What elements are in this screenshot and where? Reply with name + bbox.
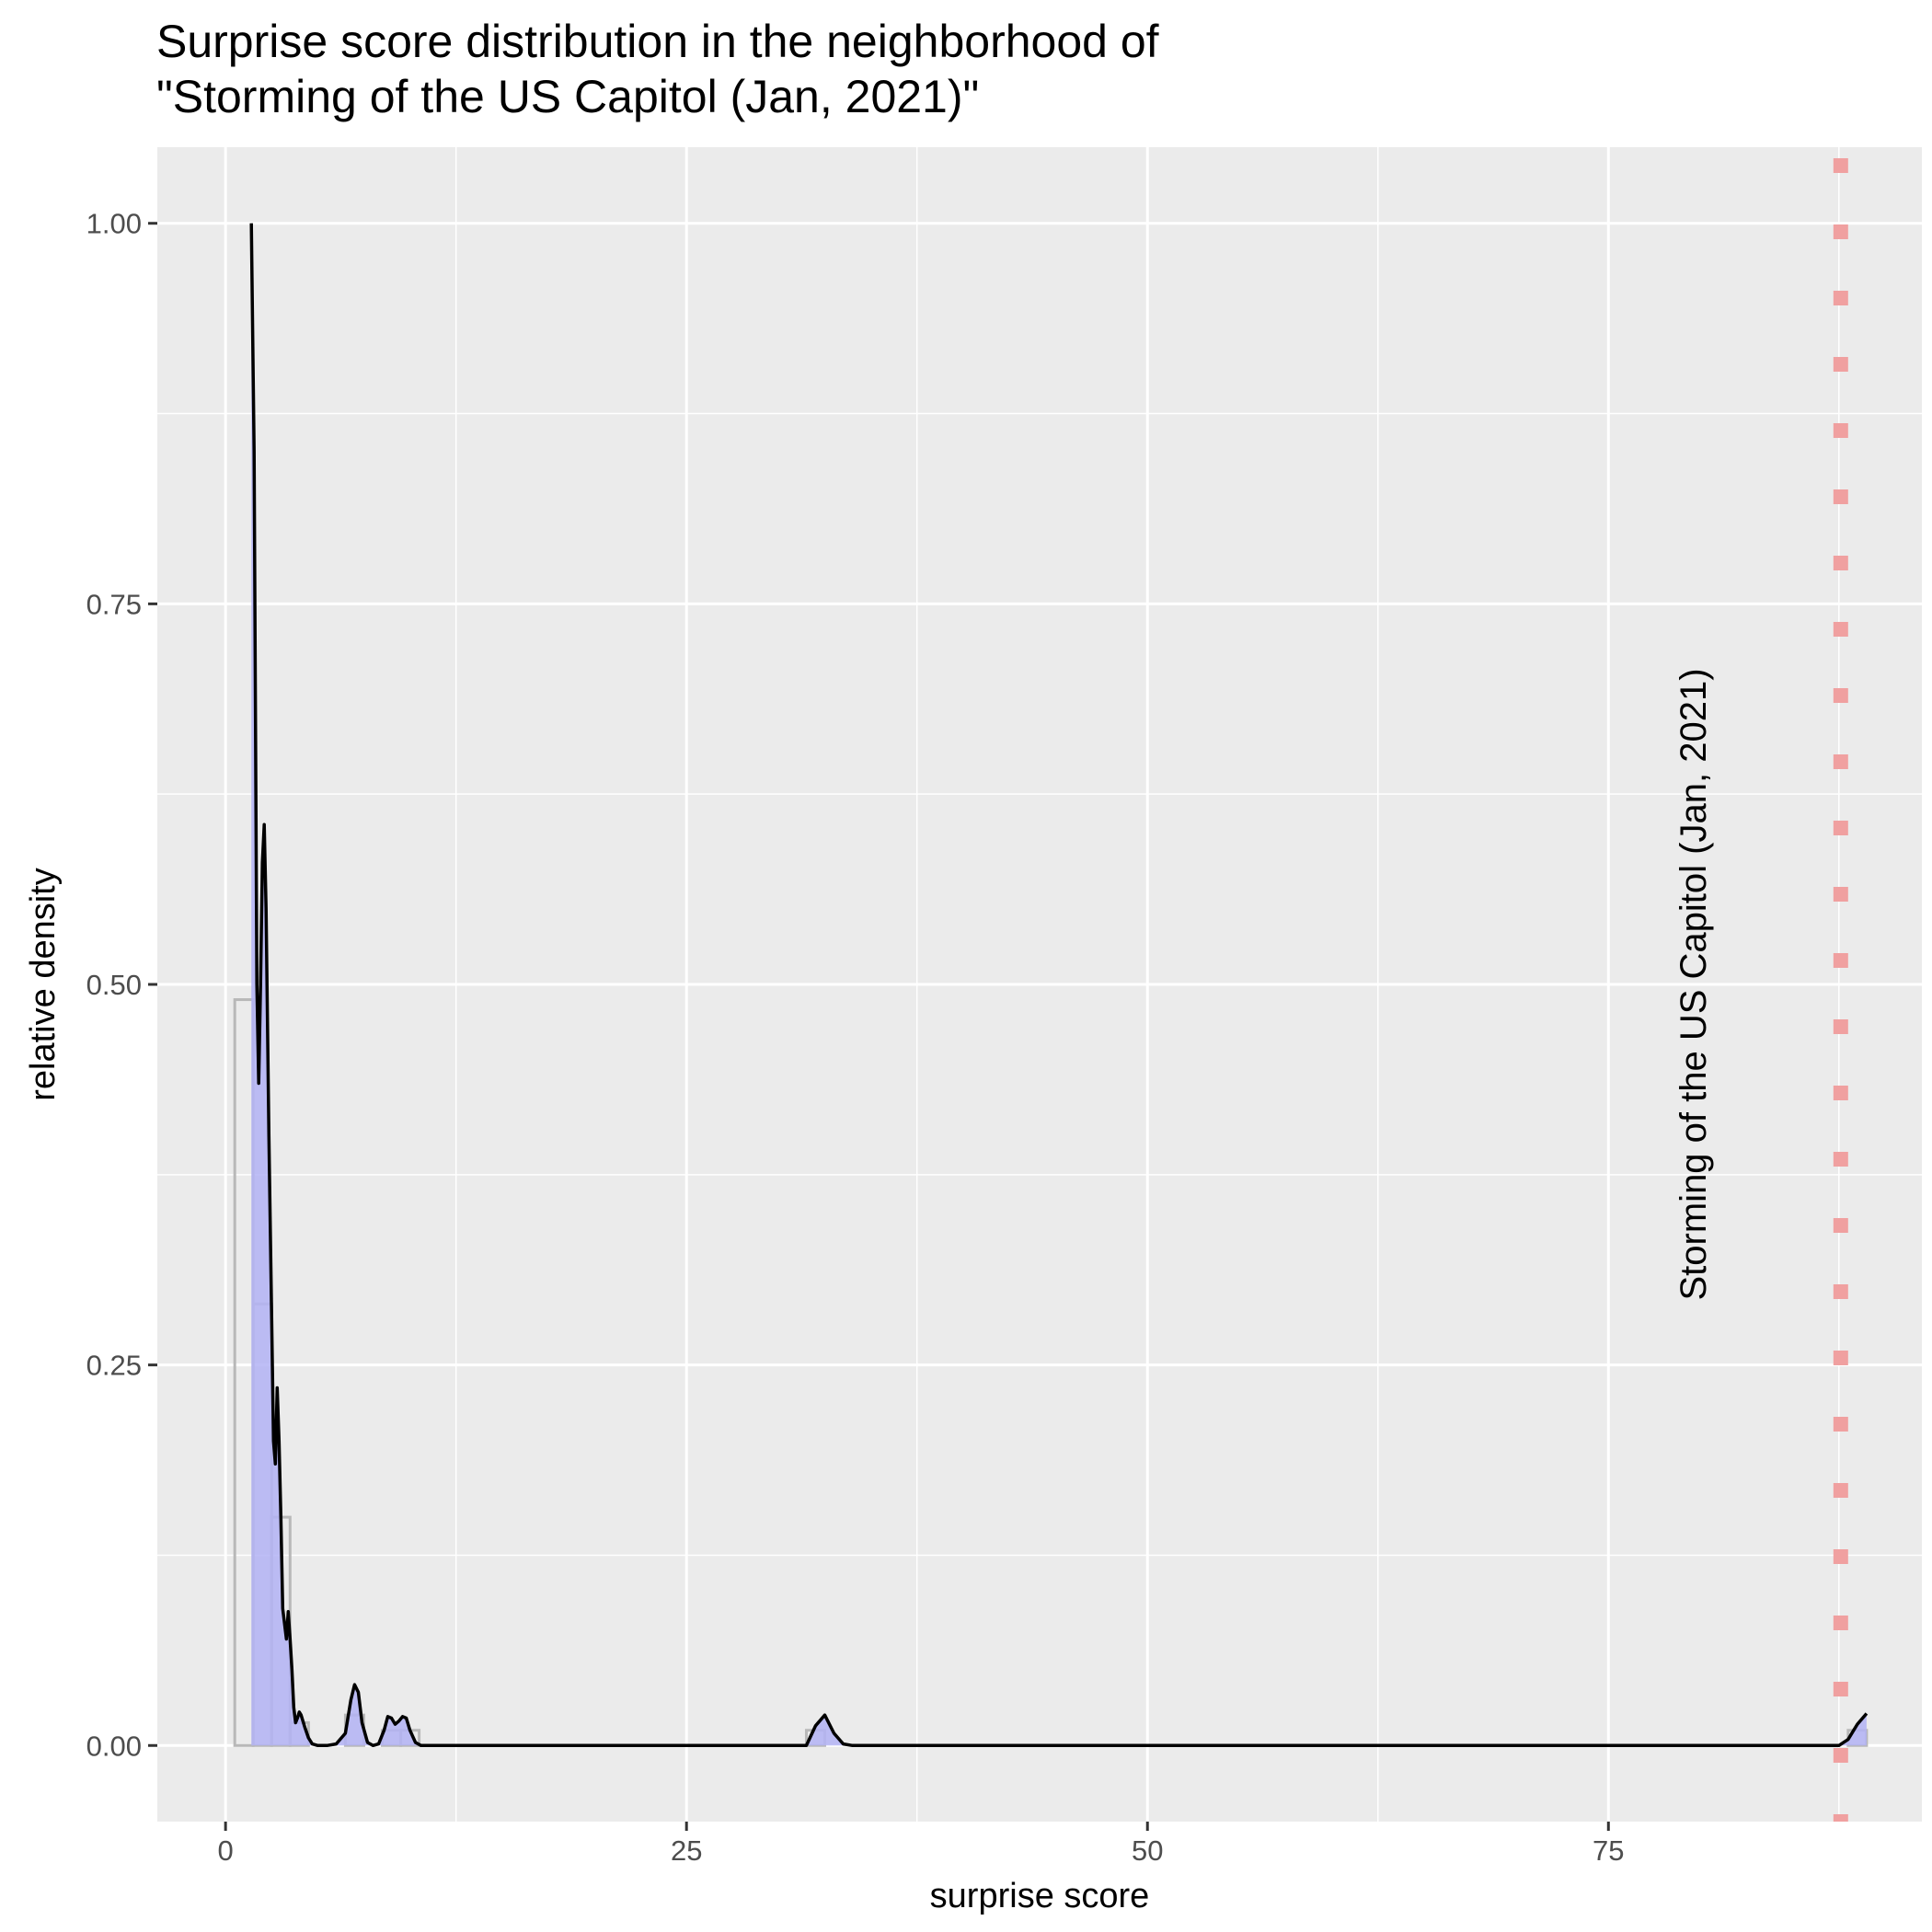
y-axis: 0.00 0.25 0.50 0.75 1.00 <box>86 208 157 1762</box>
y-tick-label: 0.75 <box>86 588 142 620</box>
x-tick-label: 25 <box>671 1834 702 1867</box>
y-tick-label: 0.00 <box>86 1730 142 1762</box>
x-tick-label: 50 <box>1132 1834 1163 1867</box>
density-curve-group <box>249 223 1869 1748</box>
y-tick-label: 0.25 <box>86 1350 142 1382</box>
marker-group: Storming of the US Capitol (Jan, 2021) <box>1673 147 1848 1822</box>
x-tick-label: 0 <box>218 1834 234 1867</box>
y-tick-label: 1.00 <box>86 208 142 240</box>
chart-title: Surprise score distribution in the neigh… <box>156 16 1159 122</box>
x-axis: 0 25 50 75 <box>218 1822 1625 1867</box>
density-curve <box>249 223 1869 1748</box>
title-line-2: "Storming of the US Capitol (Jan, 2021)" <box>156 71 979 122</box>
y-tick-label: 0.50 <box>86 969 142 1001</box>
x-axis-title: surprise score <box>930 1877 1150 1915</box>
title-line-1: Surprise score distribution in the neigh… <box>156 16 1159 67</box>
y-axis-title: relative density <box>24 868 63 1100</box>
grid-major <box>157 147 1922 1822</box>
marker-label: Storming of the US Capitol (Jan, 2021) <box>1673 668 1714 1300</box>
x-tick-label: 75 <box>1593 1834 1624 1867</box>
